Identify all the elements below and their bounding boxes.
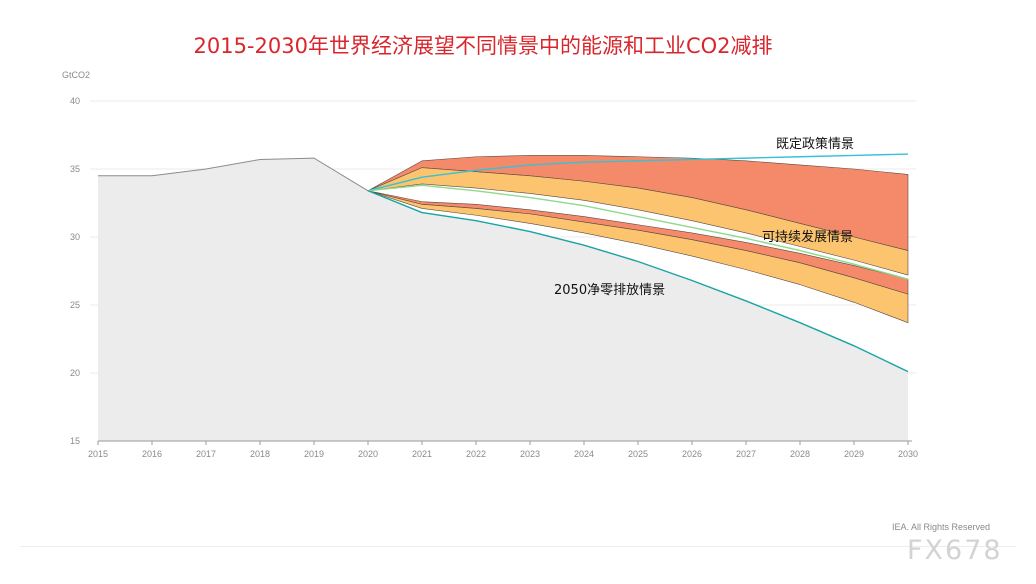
y-tick-label: 35 (70, 164, 80, 174)
x-tick-label: 2018 (250, 449, 270, 459)
nze-line (367, 190, 909, 373)
x-tick-label: 2021 (412, 449, 432, 459)
scenario-band-2 (367, 167, 909, 276)
copyright-text: IEA. All Rights Reserved (892, 522, 991, 532)
x-tick-label: 2015 (88, 449, 108, 459)
historical-area (98, 157, 908, 441)
x-tick-label: 2025 (628, 449, 648, 459)
x-tick-label: 2017 (196, 449, 216, 459)
x-tick-label: 2027 (736, 449, 756, 459)
nze-label: 2050净零排放情景 (554, 283, 665, 298)
sds-label: 可持续发展情景 (762, 229, 853, 245)
chart-title: 2015-2030年世界经济展望不同情景中的能源和工业CO2减排 (193, 34, 773, 58)
scenario-band-4 (367, 190, 909, 323)
y-axis-label: GtCO2 (62, 70, 90, 80)
historical-line (98, 157, 369, 192)
y-tick-label: 30 (70, 232, 80, 242)
x-tick-label: 2019 (304, 449, 324, 459)
watermark: FX678 (907, 535, 1003, 566)
scenario-bands (367, 155, 909, 323)
y-tick-label: 40 (70, 96, 80, 106)
steps-label: 既定政策情景 (776, 136, 854, 152)
steps-line (367, 153, 909, 192)
sds-line (367, 184, 909, 280)
x-tick-label: 2024 (574, 449, 594, 459)
y-tick-label: 20 (70, 368, 80, 378)
x-tick-label: 2020 (358, 449, 378, 459)
x-tick-label: 2029 (844, 449, 864, 459)
x-tick-label: 2016 (142, 449, 162, 459)
x-tick-label: 2030 (898, 449, 918, 459)
x-tick-label: 2023 (520, 449, 540, 459)
historical-fill (98, 158, 908, 441)
x-tick-label: 2026 (682, 449, 702, 459)
y-tick-label: 25 (70, 300, 80, 310)
x-tick-label: 2028 (790, 449, 810, 459)
y-tick-label: 15 (70, 436, 80, 446)
x-tick-label: 2022 (466, 449, 486, 459)
footer-divider (20, 546, 1016, 547)
scenario-lines (367, 153, 909, 373)
